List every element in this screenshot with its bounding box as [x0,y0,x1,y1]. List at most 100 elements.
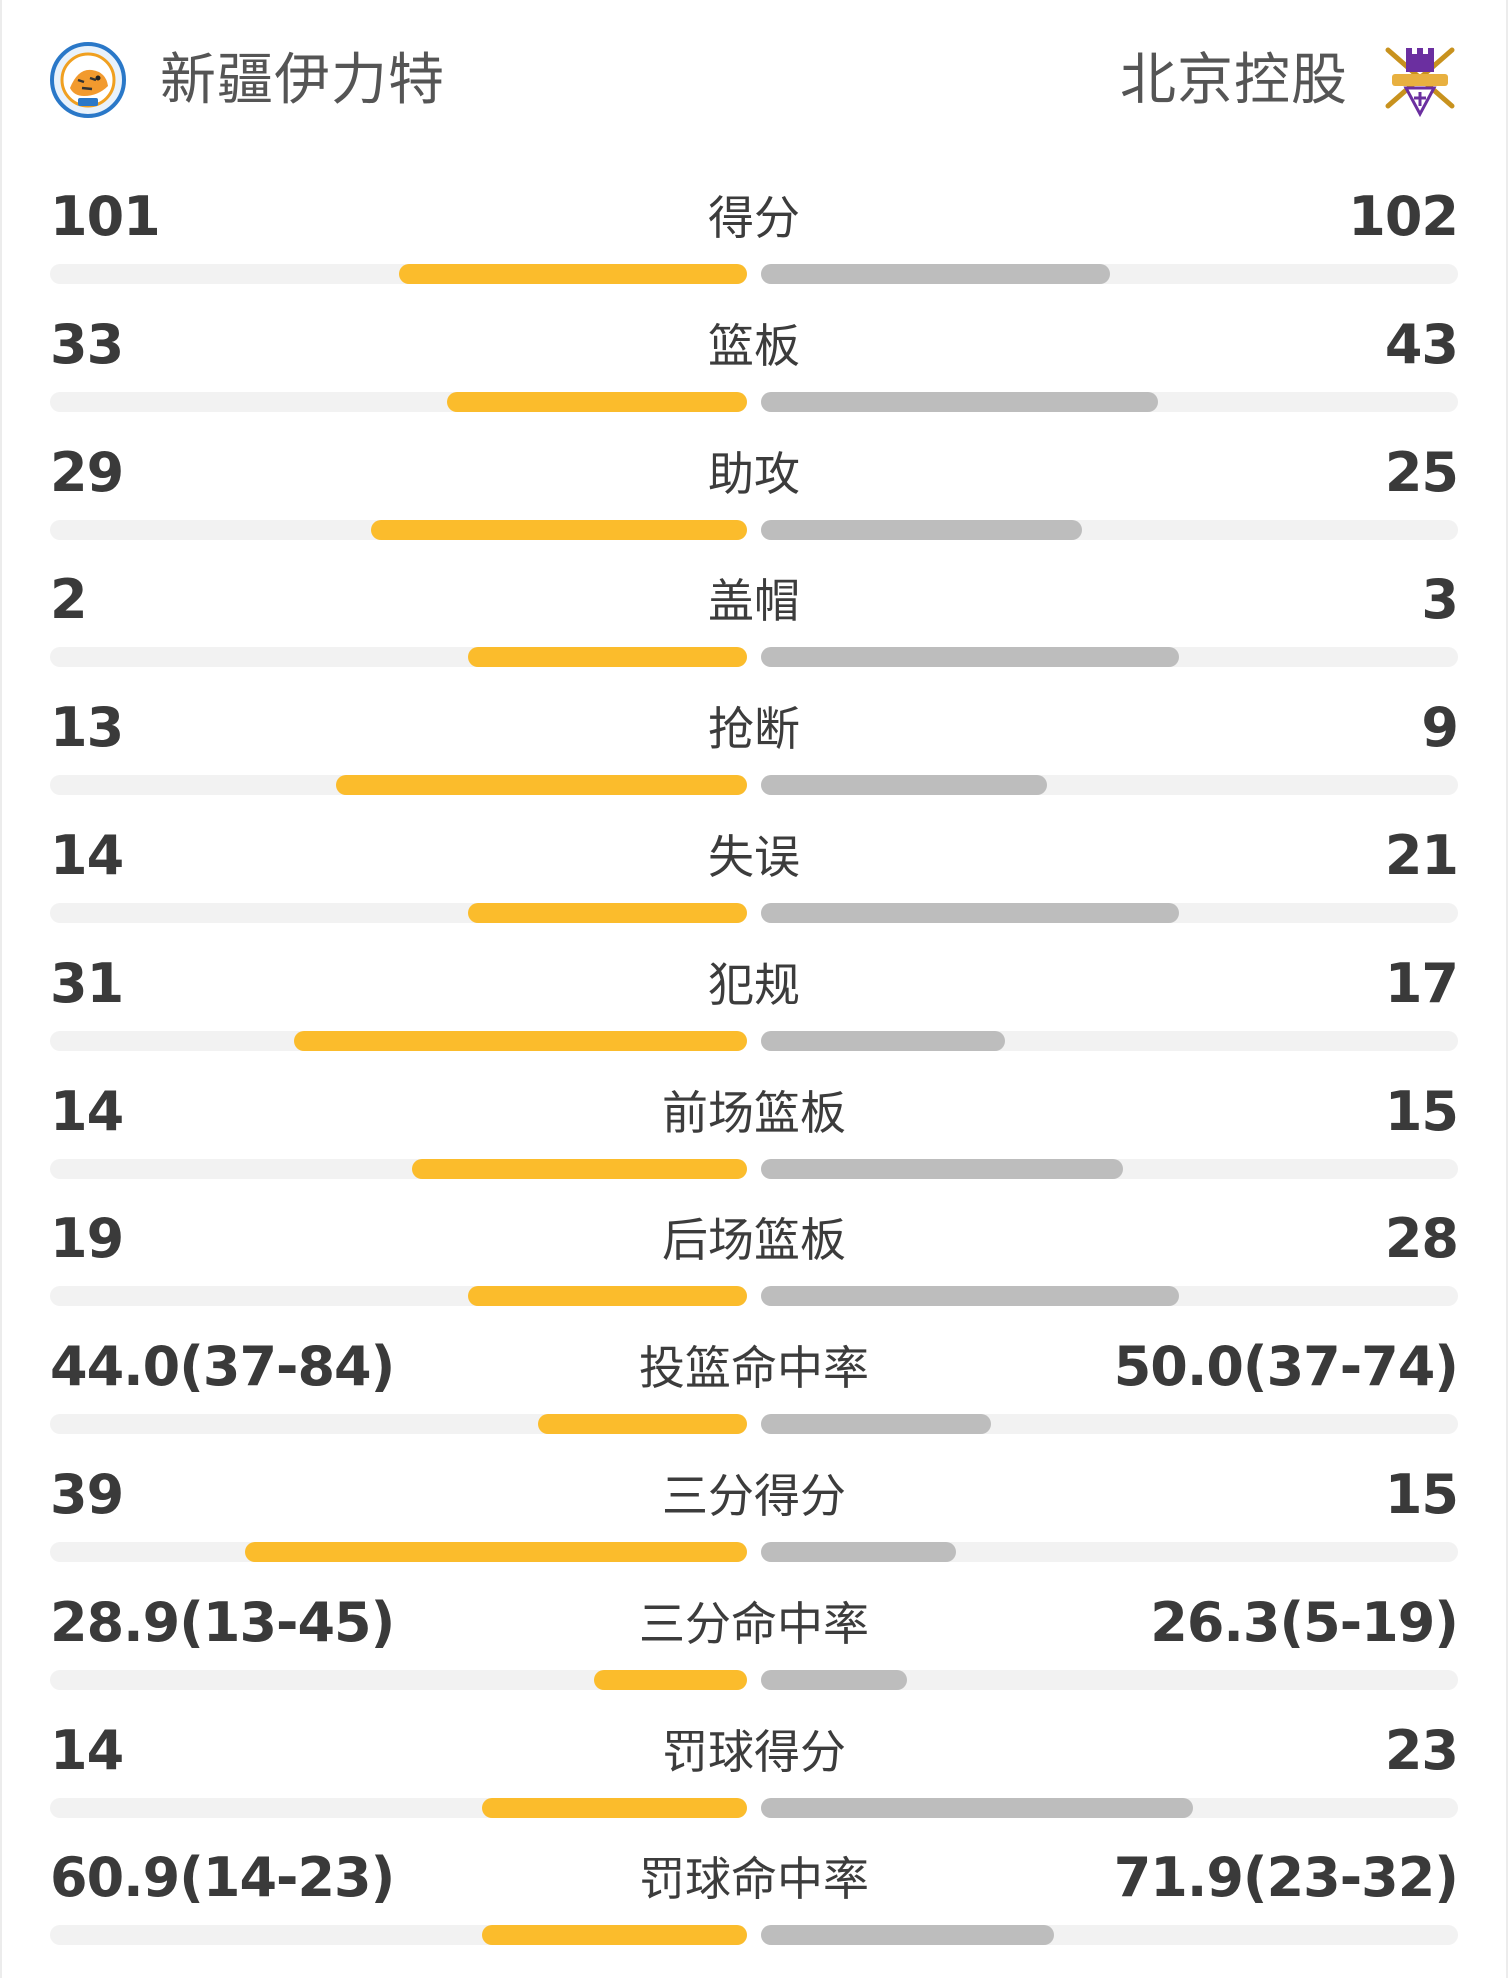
stat-label: 罚球命中率 [639,1852,869,1907]
home-stat-value: 31 [50,951,124,1015]
home-bar-track [50,1542,747,1562]
stat-label: 投篮命中率 [639,1341,869,1396]
home-stat-value: 101 [50,185,161,248]
away-stat-value: 71.9(23-32) [1113,1846,1459,1910]
away-bar-fill [761,775,1047,796]
home-bar-fill [593,1669,747,1690]
home-bar-track [50,391,747,412]
away-bar-fill [761,1286,1180,1307]
home-bar-track [50,1286,747,1307]
stat-label: 后场篮板 [662,1213,846,1268]
home-bar-fill [398,264,747,284]
away-bar-track [761,1414,1458,1435]
home-bar-track [50,1030,747,1051]
home-stat-value: 28.9(13-45) [50,1590,395,1654]
away-bar-fill [761,519,1082,540]
home-bar-fill [447,391,747,412]
stat-row: 2 盖帽 3 [0,557,1508,685]
stat-label: 抢断 [708,702,800,757]
away-stat-value: 17 [1384,951,1459,1015]
stat-label: 失误 [708,830,800,884]
home-bar-fill [293,1030,747,1051]
stat-label: 犯规 [708,957,800,1012]
match-header: 新疆伊力特 北京控股 [0,34,1508,134]
away-stat-value: 21 [1384,824,1459,887]
away-bar-track [761,775,1458,796]
away-stat-value: 9 [1421,696,1459,760]
home-stat-value: 29 [50,440,124,504]
stat-label: 助攻 [708,446,800,501]
stat-label: 盖帽 [708,574,800,629]
home-bar-fill [537,1414,747,1435]
stat-row: 14 罚球得分 23 [0,1708,1508,1836]
home-bar-fill [468,903,747,923]
away-bar-fill [761,1669,908,1690]
away-bar-fill [761,1414,991,1435]
away-bar-track [761,647,1458,668]
away-stat-value: 3 [1421,568,1459,632]
away-bar-fill [761,391,1159,412]
stat-label: 三分得分 [662,1469,846,1523]
home-bar-track [50,264,747,284]
home-bar-track [50,1669,747,1690]
home-stat-value: 14 [50,1079,124,1143]
away-bar-fill [761,647,1180,668]
away-bar-track [761,391,1458,412]
home-bar-track [50,775,747,796]
home-bar-fill [468,647,747,668]
away-bar-track [761,1797,1458,1818]
stat-label: 前场篮板 [662,1085,846,1140]
home-bar-fill [335,775,747,796]
away-stat-value: 15 [1384,1463,1459,1526]
away-stat-value: 26.3(5-19) [1150,1590,1459,1654]
home-bar-track [50,647,747,668]
away-bar-track [761,1542,1458,1562]
away-team-name: 北京控股 [1120,48,1348,113]
away-bar-fill [761,1797,1194,1818]
home-stat-value: 60.9(14-23) [50,1846,395,1910]
home-bar-track [50,1414,747,1435]
home-bar-fill [370,519,747,540]
stat-row: 44.0(37-84) 投篮命中率 50.0(37-74) [0,1324,1508,1452]
castle-swords-crest-icon[interactable] [1380,40,1460,120]
stat-row: 31 犯规 17 [0,941,1508,1069]
home-stat-value: 13 [50,696,124,760]
away-bar-fill [761,1030,1005,1051]
stat-row: 14 前场篮板 15 [0,1069,1508,1197]
home-bar-fill [412,1158,747,1179]
away-bar-fill [761,1542,957,1562]
home-bar-fill [468,1286,747,1307]
home-bar-track [50,519,747,540]
away-bar-track [761,1030,1458,1051]
stat-row: 29 助攻 25 [0,430,1508,558]
away-bar-track [761,1669,1458,1690]
away-bar-fill [761,903,1180,923]
home-stat-value: 44.0(37-84) [50,1335,395,1399]
away-stat-value: 102 [1348,185,1459,248]
home-bar-track [50,1925,747,1946]
stat-row: 28.9(13-45) 三分命中率 26.3(5-19) [0,1580,1508,1708]
stat-row: 60.9(14-23) 罚球命中率 71.9(23-32) [0,1835,1508,1963]
away-bar-track [761,903,1458,923]
home-team-name: 新疆伊力特 [160,48,445,113]
away-bar-track [761,264,1458,284]
away-stat-value: 43 [1384,312,1459,376]
home-bar-track [50,903,747,923]
away-bar-track [761,1925,1458,1946]
frame-right-border [1506,0,1508,1978]
home-stat-value: 2 [50,568,88,632]
home-bar-track [50,1797,747,1818]
home-bar-track [50,1158,747,1179]
stat-row: 19 后场篮板 28 [0,1196,1508,1324]
away-stat-value: 23 [1384,1718,1459,1782]
away-bar-track [761,519,1458,540]
stat-row: 39 三分得分 15 [0,1452,1508,1580]
away-stat-value: 50.0(37-74) [1113,1335,1459,1399]
away-bar-track [761,1286,1458,1307]
stat-label: 篮板 [708,318,800,373]
tiger-crest-icon[interactable] [48,40,128,120]
away-bar-track [761,1158,1458,1179]
stat-label: 罚球得分 [662,1724,846,1779]
away-stat-value: 15 [1384,1079,1459,1143]
home-stat-value: 33 [50,312,124,376]
